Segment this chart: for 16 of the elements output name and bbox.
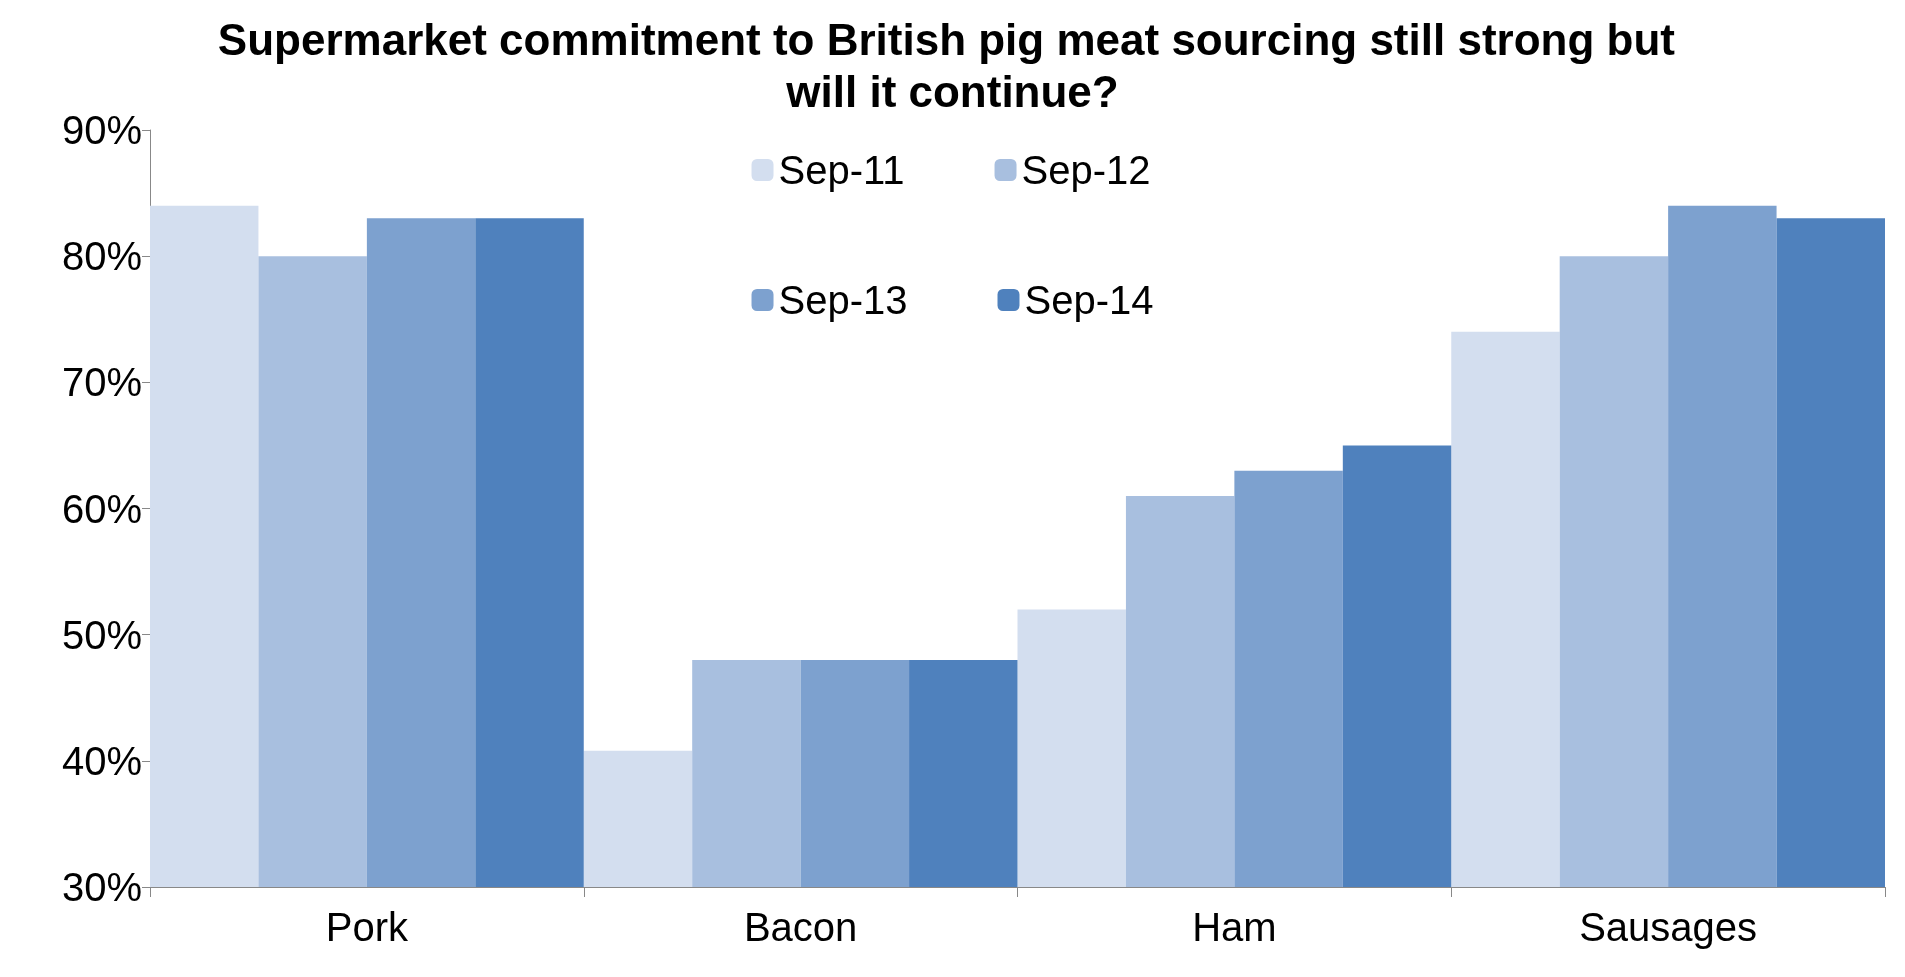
x-tick-label: Pork xyxy=(325,905,409,949)
y-tick-label: 50% xyxy=(61,612,142,657)
x-tick-label: Sausages xyxy=(1579,905,1758,949)
legend-label: Sep-11 xyxy=(778,148,905,192)
y-tick-label: 80% xyxy=(61,234,142,279)
legend-label: Sep-14 xyxy=(1024,278,1154,322)
y-tick-label: 60% xyxy=(61,486,142,531)
x-tick-label: Bacon xyxy=(743,905,858,949)
y-tick-label: 90% xyxy=(61,108,142,152)
legend-label: Sep-12 xyxy=(1021,148,1151,192)
chart-title: Supermarket commitment to British pig meat sourcing still strong but will it continue? xyxy=(217,14,1688,116)
y-tick-label: 40% xyxy=(61,738,142,783)
legend-label: Sep-13 xyxy=(778,278,908,322)
y-tick-label: 30% xyxy=(61,865,142,909)
y-tick-label: 70% xyxy=(61,360,142,405)
x-tick-label: Ham xyxy=(1192,905,1277,949)
